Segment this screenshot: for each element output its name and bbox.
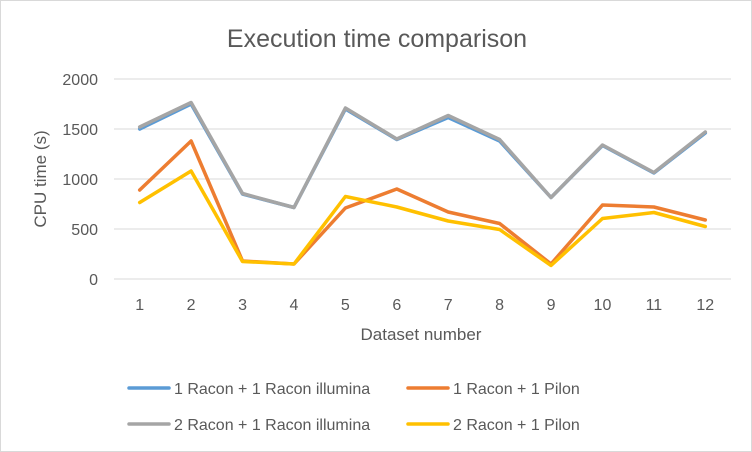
x-tick-label: 5 [341, 297, 350, 314]
x-tick-label: 11 [646, 297, 663, 314]
legend-label-4: 2 Racon + 1 Pilon [453, 417, 580, 434]
x-tick-label: 9 [547, 297, 556, 314]
x-tick-label: 8 [495, 297, 504, 314]
y-tick-label: 500 [71, 222, 98, 239]
legend: 1 Racon + 1 Racon illumina 1 Racon + 1 Pi… [127, 381, 580, 434]
x-tick-label: 12 [696, 297, 714, 314]
series-lines [137, 100, 708, 268]
x-tick-label: 4 [290, 297, 299, 314]
x-axis-ticks: 1 2 3 4 5 6 7 8 9 10 11 12 [135, 297, 714, 314]
series-line-2 [137, 139, 708, 266]
x-tick-label: 3 [238, 297, 247, 314]
y-axis-title: CPU time (s) [31, 130, 50, 227]
legend-label-3: 2 Racon + 1 Racon illumina [174, 417, 370, 434]
series-line-4 [137, 169, 708, 268]
x-axis-title: Dataset number [361, 325, 482, 344]
x-tick-label: 10 [594, 297, 612, 314]
x-tick-label: 7 [444, 297, 453, 314]
legend-label-1: 1 Racon + 1 Racon illumina [174, 381, 370, 398]
x-tick-label: 6 [392, 297, 401, 314]
y-axis-ticks: 0 500 1000 1500 2000 [62, 72, 98, 289]
x-tick-label: 1 [135, 297, 144, 314]
legend-label-2: 1 Racon + 1 Pilon [453, 381, 580, 398]
series-line-3 [137, 100, 708, 210]
y-tick-label: 0 [89, 272, 98, 289]
y-tick-label: 1500 [62, 122, 98, 139]
x-tick-label: 2 [187, 297, 196, 314]
y-tick-label: 2000 [62, 72, 98, 89]
chart-title: Execution time comparison [227, 25, 527, 53]
y-tick-label: 1000 [62, 172, 98, 189]
